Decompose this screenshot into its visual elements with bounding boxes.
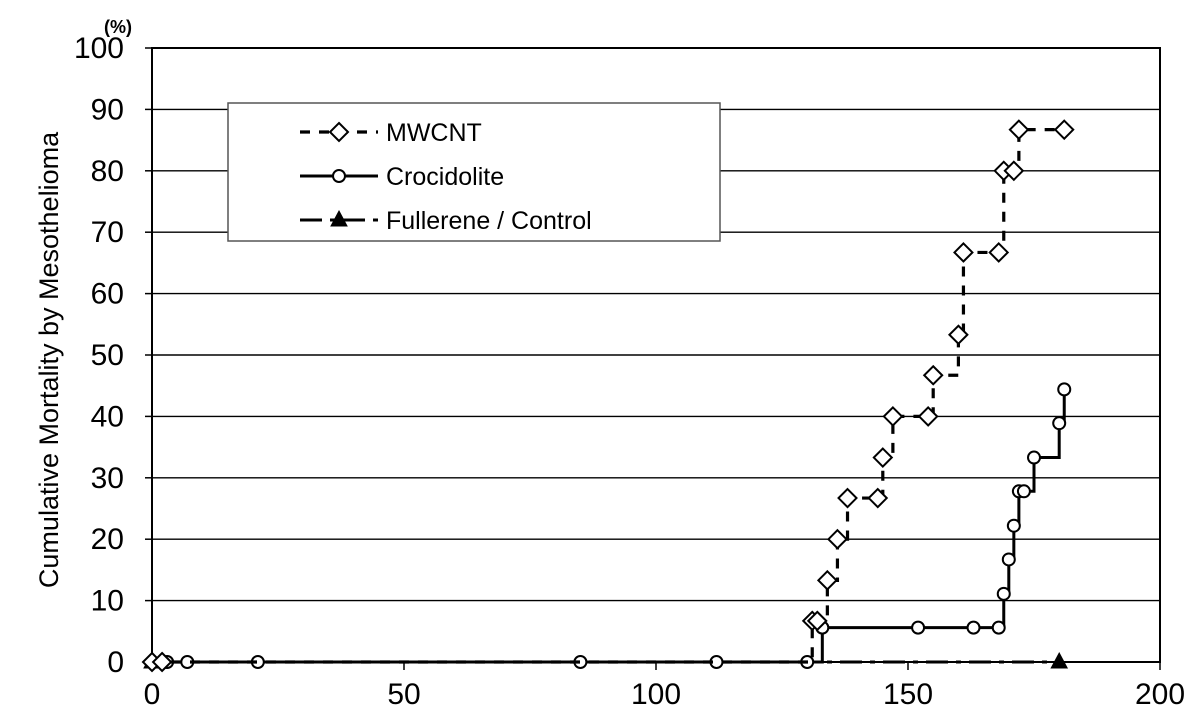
- series-0-point-14: [988, 242, 1010, 263]
- series-1-point-12: [1001, 552, 1016, 567]
- y-axis-title: Cumulative Mortality by Mesothelioma: [34, 131, 64, 588]
- legend-label-2: Fullerene / Control: [386, 207, 592, 235]
- series-0-point-13: [953, 242, 974, 263]
- series-0-point-10: [917, 405, 939, 427]
- series-0: [141, 119, 1075, 673]
- series-0-line: [152, 128, 1065, 664]
- series-1-point-10: [991, 620, 1006, 635]
- series-0-point-11: [922, 364, 944, 386]
- legend-entry-1: Crocidolite: [300, 163, 504, 191]
- series-0-point-6: [837, 487, 858, 509]
- series-1-point-8: [911, 620, 926, 635]
- y-tick-label-10: 100: [74, 32, 124, 65]
- legend-marker-1: [332, 169, 346, 183]
- series-0-point-8: [872, 447, 894, 468]
- series-0-point-12: [947, 324, 969, 346]
- y-tick-label-8: 80: [91, 155, 124, 188]
- legend-entry-2: Fullerene / Control: [300, 207, 592, 235]
- y-tick-label-3: 30: [91, 462, 124, 495]
- series-1: [145, 382, 1072, 669]
- x-tick-label-4: 200: [1135, 678, 1185, 711]
- series-0-point-17: [1008, 119, 1030, 141]
- series-0-point-7: [867, 487, 889, 509]
- legend-marker-0: [328, 121, 350, 143]
- legend-label-1: Crocidolite: [386, 163, 504, 191]
- series-1-point-13: [1006, 518, 1021, 533]
- legend-marker-2: [330, 209, 348, 227]
- series-1-point-15: [1016, 484, 1031, 499]
- y-tick-label-6: 60: [91, 278, 124, 311]
- series-1-line: [152, 389, 1066, 664]
- legend-entry-0: MWCNT: [300, 119, 482, 147]
- legend-label-0: MWCNT: [386, 119, 482, 147]
- series-1-point-9: [966, 620, 981, 635]
- x-tick-label-2: 100: [631, 678, 681, 711]
- y-tick-label-1: 10: [91, 585, 124, 618]
- series-0-point-5: [827, 528, 848, 550]
- y-tick-label-4: 40: [91, 400, 124, 433]
- y-tick-label-7: 70: [91, 216, 124, 249]
- axes: 0 10 20 30 40 50 60 70 80 90 100 0 50 100 150 200: [74, 32, 1185, 711]
- x-tick-label-0: 0: [144, 678, 161, 711]
- series-1-point-16: [1027, 450, 1041, 465]
- x-tick-label-3: 150: [883, 678, 933, 711]
- y-tick-label-0: 0: [107, 646, 124, 679]
- legend-entries: MWCNT Crocidolite Fullerene / Control: [300, 119, 592, 235]
- series-0-point-4: [816, 569, 838, 591]
- y-unit-label: (%): [104, 17, 132, 37]
- y-tick-label-9: 90: [91, 93, 124, 126]
- series-0-point-18: [1053, 119, 1075, 141]
- series-1-point-11: [996, 586, 1011, 601]
- series-1-point-18: [1057, 382, 1072, 397]
- x-tick-label-1: 50: [387, 678, 420, 711]
- series-0-point-3: [806, 610, 828, 632]
- legend: MWCNT Crocidolite Fullerene / Control: [227, 102, 721, 242]
- series-layer: [141, 119, 1075, 673]
- series-2-point-1: [1050, 651, 1069, 669]
- y-tick-label-2: 20: [91, 523, 124, 556]
- series-1-point-17: [1052, 416, 1067, 431]
- y-tick-label-5: 50: [91, 339, 124, 372]
- series-0-point-9: [882, 405, 904, 427]
- series-0-point-1: [151, 651, 173, 673]
- legend-box: [227, 102, 721, 242]
- series-0-point-16: [1003, 160, 1025, 182]
